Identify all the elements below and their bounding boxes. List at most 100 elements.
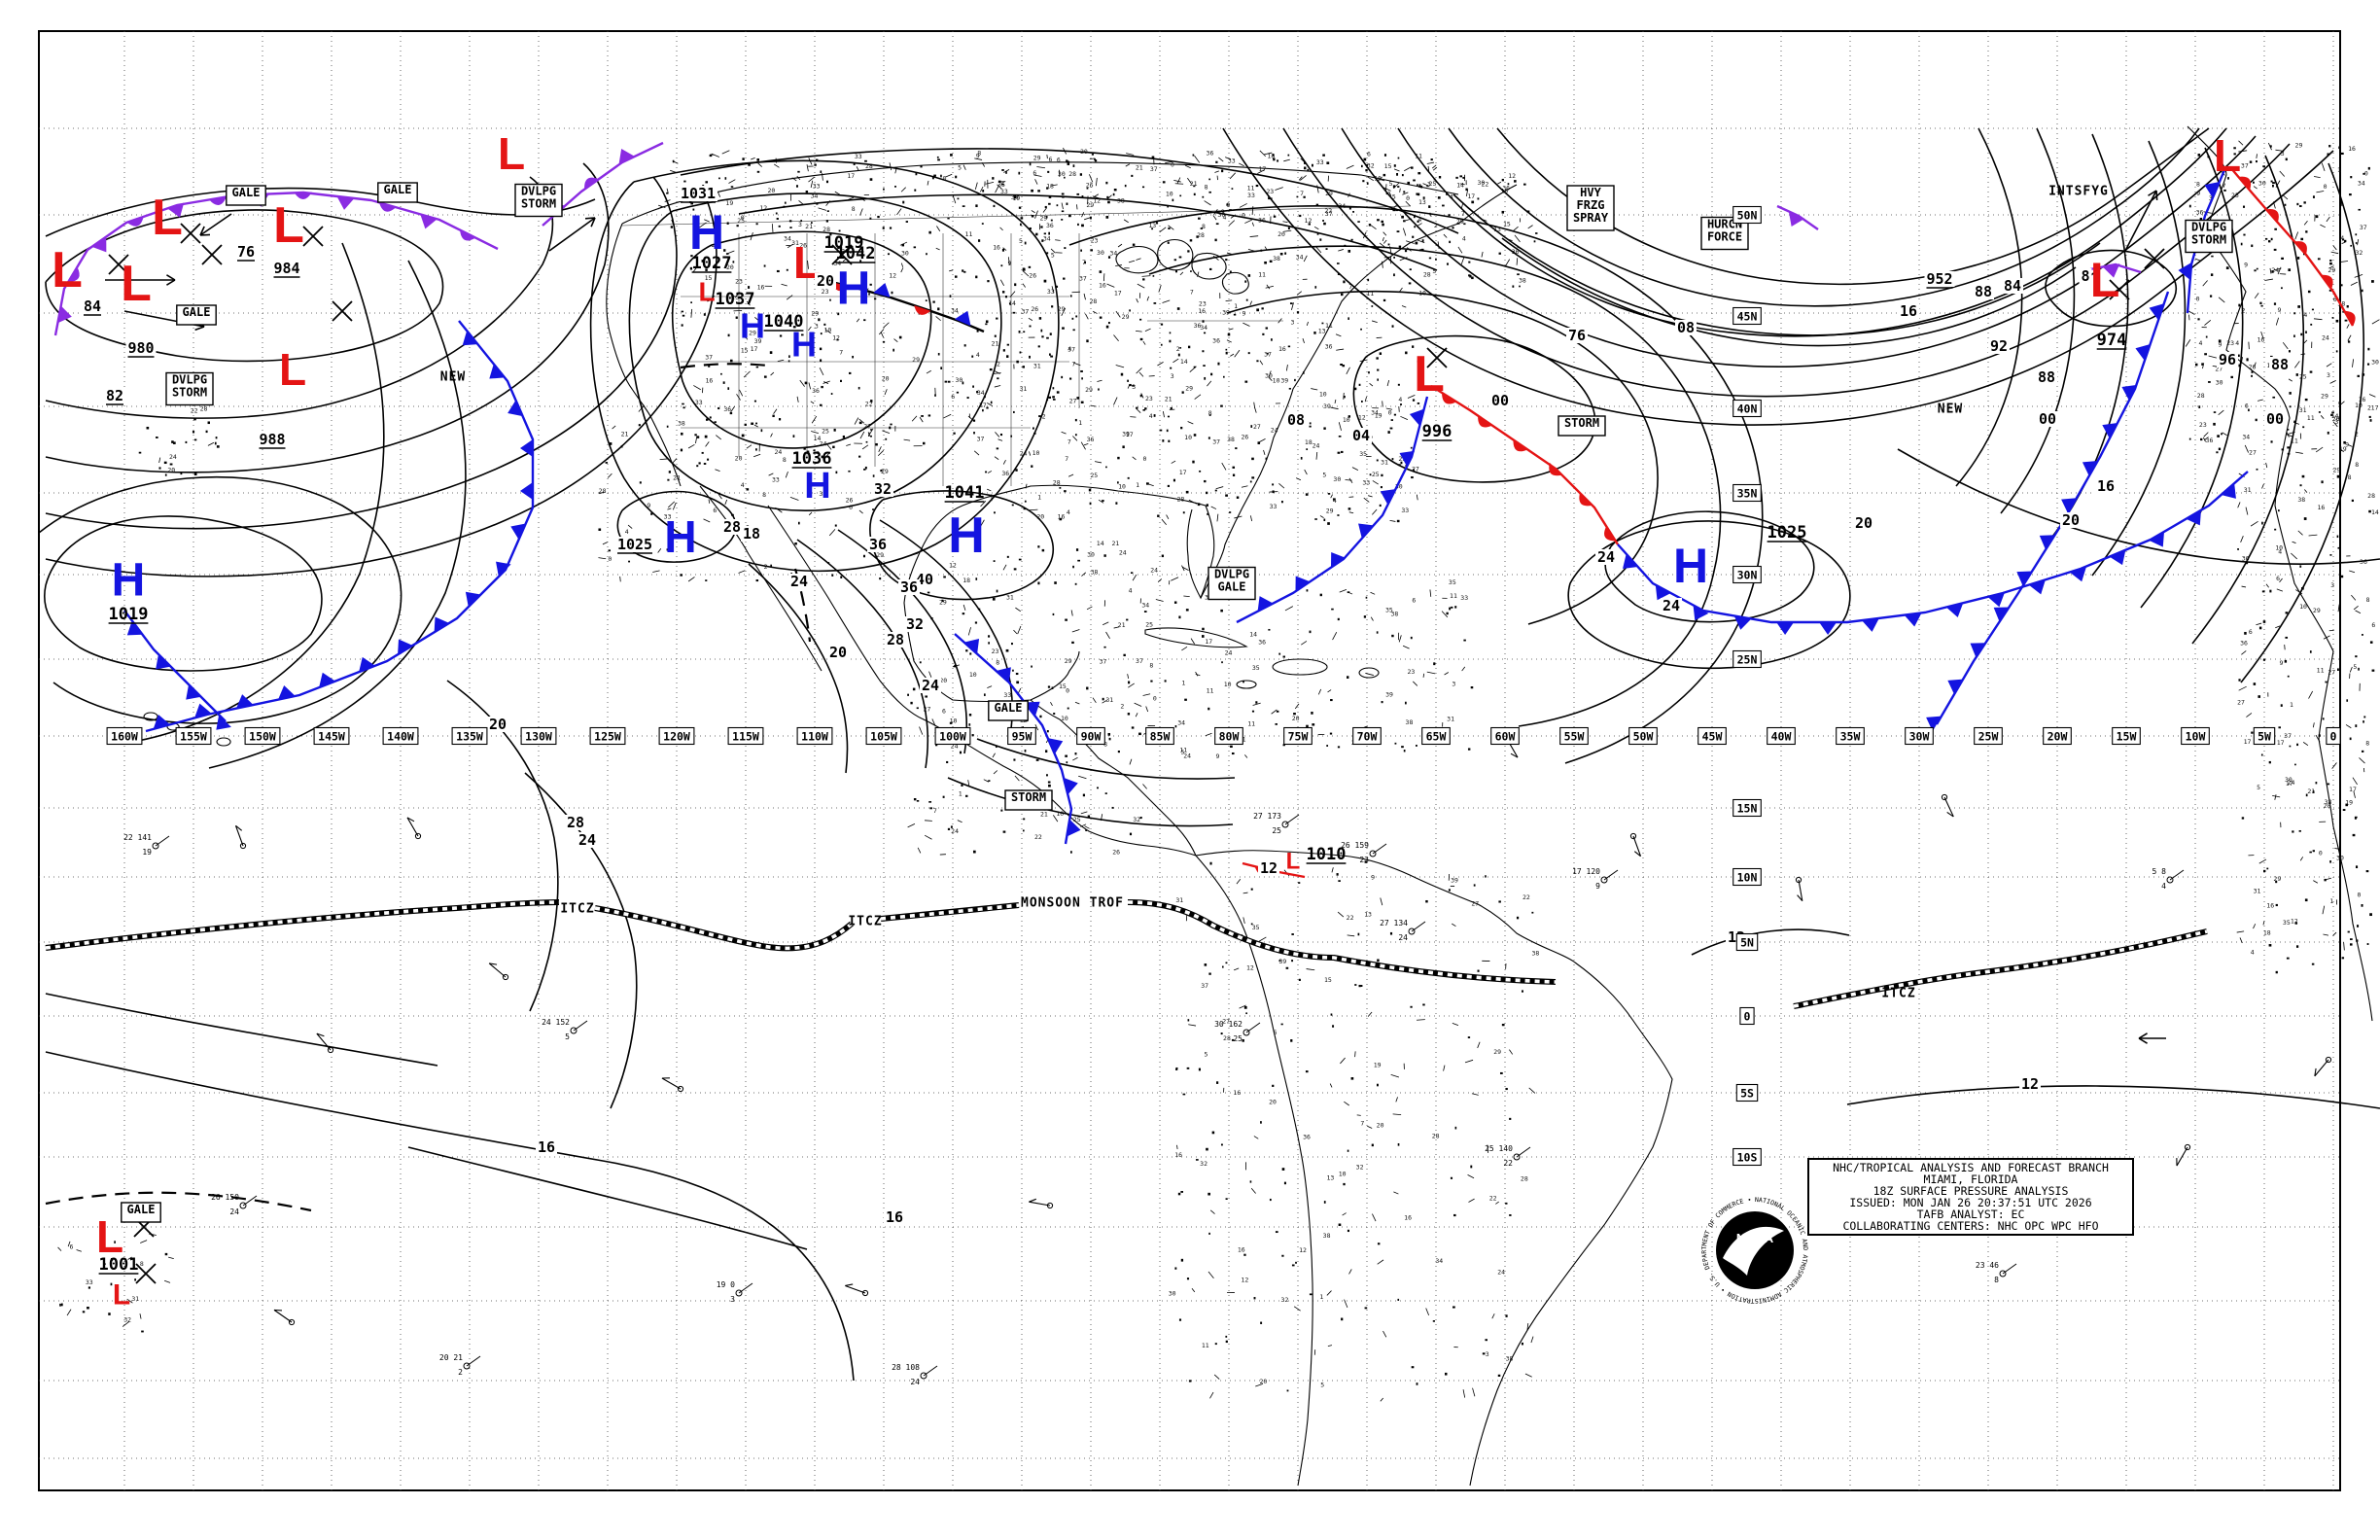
station-dot xyxy=(690,301,692,303)
station-number: 6 xyxy=(951,393,955,401)
station-number: 31 xyxy=(1033,362,1041,369)
station-number: 23 xyxy=(992,648,999,655)
station-dot xyxy=(1094,159,1098,162)
station-dot xyxy=(1221,169,1224,173)
station-dot xyxy=(2350,244,2353,247)
analysis-info-line: ISSUED: MON JAN 26 20:37:51 UTC 2026 xyxy=(1849,1196,2091,1209)
station-dot xyxy=(732,261,735,263)
station-dot xyxy=(2355,242,2358,244)
station-dot xyxy=(927,591,930,594)
station-dot xyxy=(2357,374,2361,377)
station-barb-stroke xyxy=(667,508,672,510)
cold-front-pip xyxy=(235,694,254,709)
station-dot xyxy=(1225,962,1228,964)
station-dot xyxy=(696,436,700,438)
station-dot xyxy=(1261,307,1264,310)
station-dot xyxy=(724,177,727,180)
station-dot xyxy=(875,442,878,446)
station-dot xyxy=(937,307,940,311)
station-dot xyxy=(2311,962,2315,965)
station-dot xyxy=(2338,146,2340,150)
station-number: 12 xyxy=(1299,1246,1307,1254)
station-barb-stroke xyxy=(2353,790,2356,798)
station-dot xyxy=(2270,355,2273,358)
station-dot xyxy=(1470,1165,1473,1169)
station-dot xyxy=(2309,851,2312,854)
station-dot xyxy=(1322,220,1324,222)
station-number: 32 xyxy=(819,490,826,498)
station-barb-stroke xyxy=(1348,511,1354,514)
station-barb-stroke xyxy=(985,182,995,185)
station-dot xyxy=(1049,353,1051,356)
station-dot xyxy=(963,344,966,347)
station-number: 7 xyxy=(1082,259,1086,266)
wind-barb-staff xyxy=(234,825,244,847)
station-number: 17 xyxy=(847,172,855,180)
cold-front-pip xyxy=(216,715,231,730)
station-number: 7 xyxy=(1348,283,1352,291)
station-barb-stroke xyxy=(2341,241,2346,244)
station-dot xyxy=(1347,676,1349,679)
wind-barb-staff xyxy=(488,962,507,978)
station-dot xyxy=(1505,1088,1508,1091)
station-barb-stroke xyxy=(1171,460,1176,464)
station-dot xyxy=(858,455,861,458)
station-dot xyxy=(1180,1190,1183,1193)
station-number: 34 xyxy=(2358,179,2365,187)
analysis-info-line: 18Z SURFACE PRESSURE ANALYSIS xyxy=(1873,1184,2069,1198)
station-dot xyxy=(1471,200,1475,204)
station-dot xyxy=(932,300,935,303)
station-dot xyxy=(1113,189,1117,192)
station-dot xyxy=(931,176,934,180)
station-dot xyxy=(760,429,763,433)
station-dot xyxy=(1129,383,1132,387)
label-mask xyxy=(1489,393,1511,408)
longitude-label-box xyxy=(1076,726,1105,746)
station-dot xyxy=(1052,387,1055,390)
station-number: 7 xyxy=(1071,361,1075,368)
station-dot xyxy=(2327,783,2330,786)
station-barb-stroke xyxy=(207,441,215,446)
station-barb-stroke xyxy=(1407,395,1416,399)
station-dot xyxy=(1081,195,1084,198)
station-dot xyxy=(2293,334,2295,337)
station-barb-stroke xyxy=(1084,217,1091,221)
station-barb-stroke xyxy=(1230,353,1235,357)
station-dot xyxy=(1251,457,1254,461)
station-dot xyxy=(1368,371,1370,374)
station-barb-stroke xyxy=(1181,565,1185,572)
station-dot xyxy=(2298,829,2301,832)
station-dot xyxy=(1462,176,1465,179)
station-barb-stroke xyxy=(1239,203,1247,208)
station-dot xyxy=(1214,489,1217,492)
coastline-path xyxy=(699,485,822,672)
station-barb-stroke xyxy=(796,396,799,402)
station-dot xyxy=(831,574,834,577)
warm-front-pip xyxy=(378,202,397,212)
station-dot xyxy=(2335,319,2339,323)
station-number: 5 xyxy=(1181,748,1185,755)
station-dot xyxy=(955,175,958,179)
center-pressure-value: 1025 xyxy=(1768,523,1807,542)
station-dot xyxy=(910,701,913,705)
station-barb-stroke xyxy=(168,1256,174,1259)
station-number: 36 xyxy=(2240,640,2248,648)
station-dot xyxy=(1005,171,1007,174)
station-dot xyxy=(1130,572,1134,575)
isobar-path xyxy=(2000,127,2076,514)
station-barb-stroke xyxy=(2282,341,2289,350)
station-dot xyxy=(1338,880,1341,883)
station-dewpoint: 22 xyxy=(1503,1159,1513,1168)
station-dot xyxy=(114,1241,116,1243)
station-number: 30 xyxy=(1477,179,1485,187)
station-dot xyxy=(2238,303,2241,307)
station-dot xyxy=(988,642,991,645)
station-barb-stroke xyxy=(1204,200,1211,206)
wind-barb-feather xyxy=(845,1283,854,1287)
station-number: 26 xyxy=(1031,305,1038,313)
station-barb-stroke xyxy=(672,458,678,464)
station-barb-stroke xyxy=(2320,224,2326,228)
station-barb-stroke xyxy=(1364,396,1367,402)
station-number: 5 xyxy=(2353,663,2357,671)
station-barb-stroke xyxy=(1339,589,1348,593)
